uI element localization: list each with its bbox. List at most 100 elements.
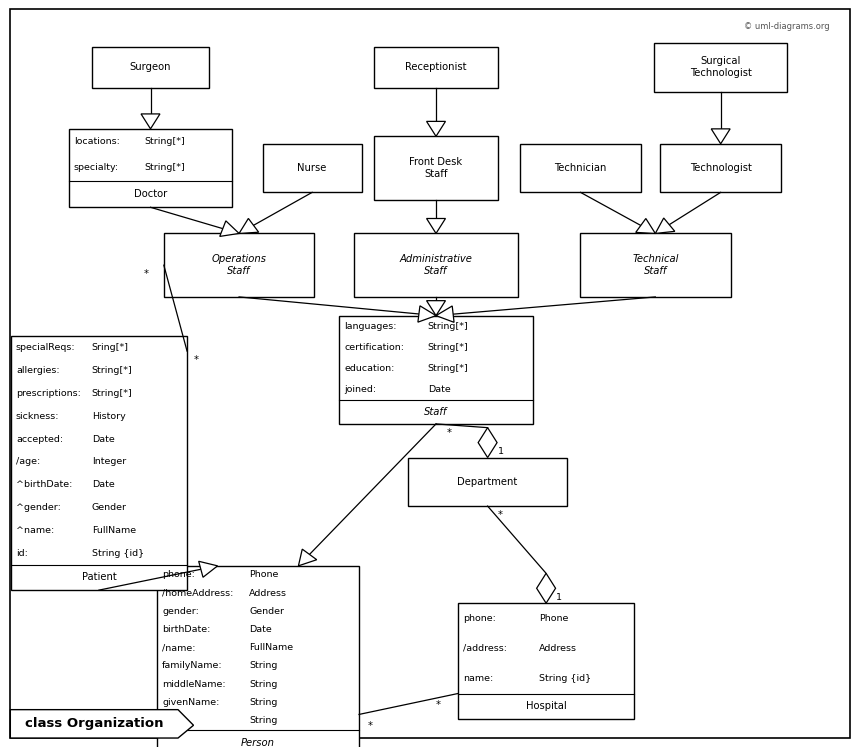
- Bar: [339, 316, 533, 424]
- Bar: [373, 46, 499, 87]
- Text: Address: Address: [249, 589, 287, 598]
- Bar: [163, 233, 315, 297]
- Bar: [654, 43, 787, 91]
- Text: phone:: phone:: [162, 571, 195, 580]
- Text: accepted:: accepted:: [16, 435, 63, 444]
- Text: specialty:: specialty:: [74, 163, 119, 172]
- Text: Receptionist: Receptionist: [405, 62, 467, 72]
- Bar: [157, 566, 359, 747]
- Text: ^name:: ^name:: [16, 526, 54, 535]
- Text: String[*]: String[*]: [428, 343, 469, 352]
- Text: Phone: Phone: [539, 614, 568, 623]
- Bar: [580, 233, 730, 297]
- Text: name:: name:: [463, 674, 494, 683]
- Text: sickness:: sickness:: [16, 412, 59, 421]
- Text: String[*]: String[*]: [428, 322, 469, 331]
- Text: phone:: phone:: [463, 614, 496, 623]
- Text: String[*]: String[*]: [144, 163, 185, 172]
- Text: String {id}: String {id}: [539, 674, 591, 683]
- Text: /address:: /address:: [463, 644, 507, 653]
- Text: prescriptions:: prescriptions:: [16, 388, 81, 398]
- Text: Technician: Technician: [555, 163, 606, 173]
- Text: Staff: Staff: [424, 407, 448, 417]
- Text: Surgical
Technologist: Surgical Technologist: [690, 57, 752, 78]
- Text: *: *: [498, 510, 503, 520]
- Text: /name:: /name:: [162, 643, 195, 652]
- Text: Person: Person: [241, 738, 275, 747]
- Polygon shape: [636, 219, 655, 233]
- Text: languages:: languages:: [344, 322, 397, 331]
- Bar: [263, 143, 361, 192]
- Text: Gender: Gender: [92, 503, 126, 512]
- Bar: [11, 336, 187, 590]
- Polygon shape: [427, 121, 445, 136]
- Polygon shape: [655, 218, 675, 233]
- Text: /age:: /age:: [16, 457, 40, 466]
- Polygon shape: [220, 221, 239, 236]
- Text: Operations
Staff: Operations Staff: [212, 255, 267, 276]
- Text: joined:: joined:: [344, 385, 377, 394]
- Text: FullName: FullName: [249, 643, 293, 652]
- Polygon shape: [418, 306, 436, 322]
- Text: String: String: [249, 680, 278, 689]
- Text: ^birthDate:: ^birthDate:: [16, 480, 72, 489]
- Text: Gender: Gender: [249, 607, 285, 616]
- Text: *: *: [446, 428, 452, 438]
- Text: class Organization: class Organization: [25, 717, 163, 731]
- Text: education:: education:: [344, 364, 395, 373]
- Text: String[*]: String[*]: [92, 366, 132, 375]
- Text: *: *: [144, 269, 149, 279]
- Text: String: String: [249, 698, 278, 707]
- Bar: [520, 143, 641, 192]
- Text: Department: Department: [458, 477, 518, 487]
- Bar: [458, 604, 635, 719]
- Text: Date: Date: [249, 625, 272, 634]
- Text: Address: Address: [539, 644, 577, 653]
- Bar: [92, 46, 209, 87]
- Text: gender:: gender:: [162, 607, 199, 616]
- Polygon shape: [427, 300, 445, 316]
- Text: String[*]: String[*]: [92, 388, 132, 398]
- Text: Technologist: Technologist: [690, 163, 752, 173]
- Text: Front Desk
Staff: Front Desk Staff: [409, 158, 463, 179]
- Text: *: *: [368, 721, 372, 731]
- Polygon shape: [537, 574, 556, 604]
- Text: givenName:: givenName:: [162, 698, 219, 707]
- Text: middleName:: middleName:: [162, 680, 225, 689]
- Text: Date: Date: [92, 435, 114, 444]
- Text: String {id}: String {id}: [92, 549, 144, 558]
- Text: Technical
Staff: Technical Staff: [632, 255, 679, 276]
- Text: String[*]: String[*]: [144, 137, 185, 146]
- Text: birthDate:: birthDate:: [162, 625, 211, 634]
- Text: Date: Date: [92, 480, 114, 489]
- Bar: [408, 457, 568, 506]
- Text: Hospital: Hospital: [525, 701, 567, 711]
- Text: Doctor: Doctor: [134, 189, 167, 199]
- Text: allergies:: allergies:: [16, 366, 59, 375]
- Text: 1: 1: [498, 447, 504, 456]
- Text: id:: id:: [16, 549, 28, 558]
- Text: locations:: locations:: [74, 137, 120, 146]
- Polygon shape: [436, 306, 454, 322]
- Text: *: *: [436, 700, 440, 710]
- Text: String: String: [249, 661, 278, 671]
- Text: Date: Date: [428, 385, 451, 394]
- Text: /homeAddress:: /homeAddress:: [162, 589, 233, 598]
- Text: Administrative
Staff: Administrative Staff: [400, 255, 472, 276]
- Text: Nurse: Nurse: [298, 163, 327, 173]
- Text: Sring[*]: Sring[*]: [92, 343, 129, 352]
- Text: String: String: [249, 716, 278, 725]
- Text: familyName:: familyName:: [162, 661, 223, 671]
- Text: Integer: Integer: [92, 457, 126, 466]
- Polygon shape: [239, 218, 259, 233]
- Polygon shape: [199, 561, 218, 577]
- Bar: [660, 143, 781, 192]
- Polygon shape: [711, 128, 730, 143]
- Text: Surgeon: Surgeon: [130, 62, 171, 72]
- Text: FullName: FullName: [92, 526, 136, 535]
- Text: 1: 1: [556, 592, 562, 602]
- Text: specialReqs:: specialReqs:: [16, 343, 76, 352]
- Bar: [354, 233, 518, 297]
- Text: Phone: Phone: [249, 571, 279, 580]
- Bar: [373, 136, 499, 200]
